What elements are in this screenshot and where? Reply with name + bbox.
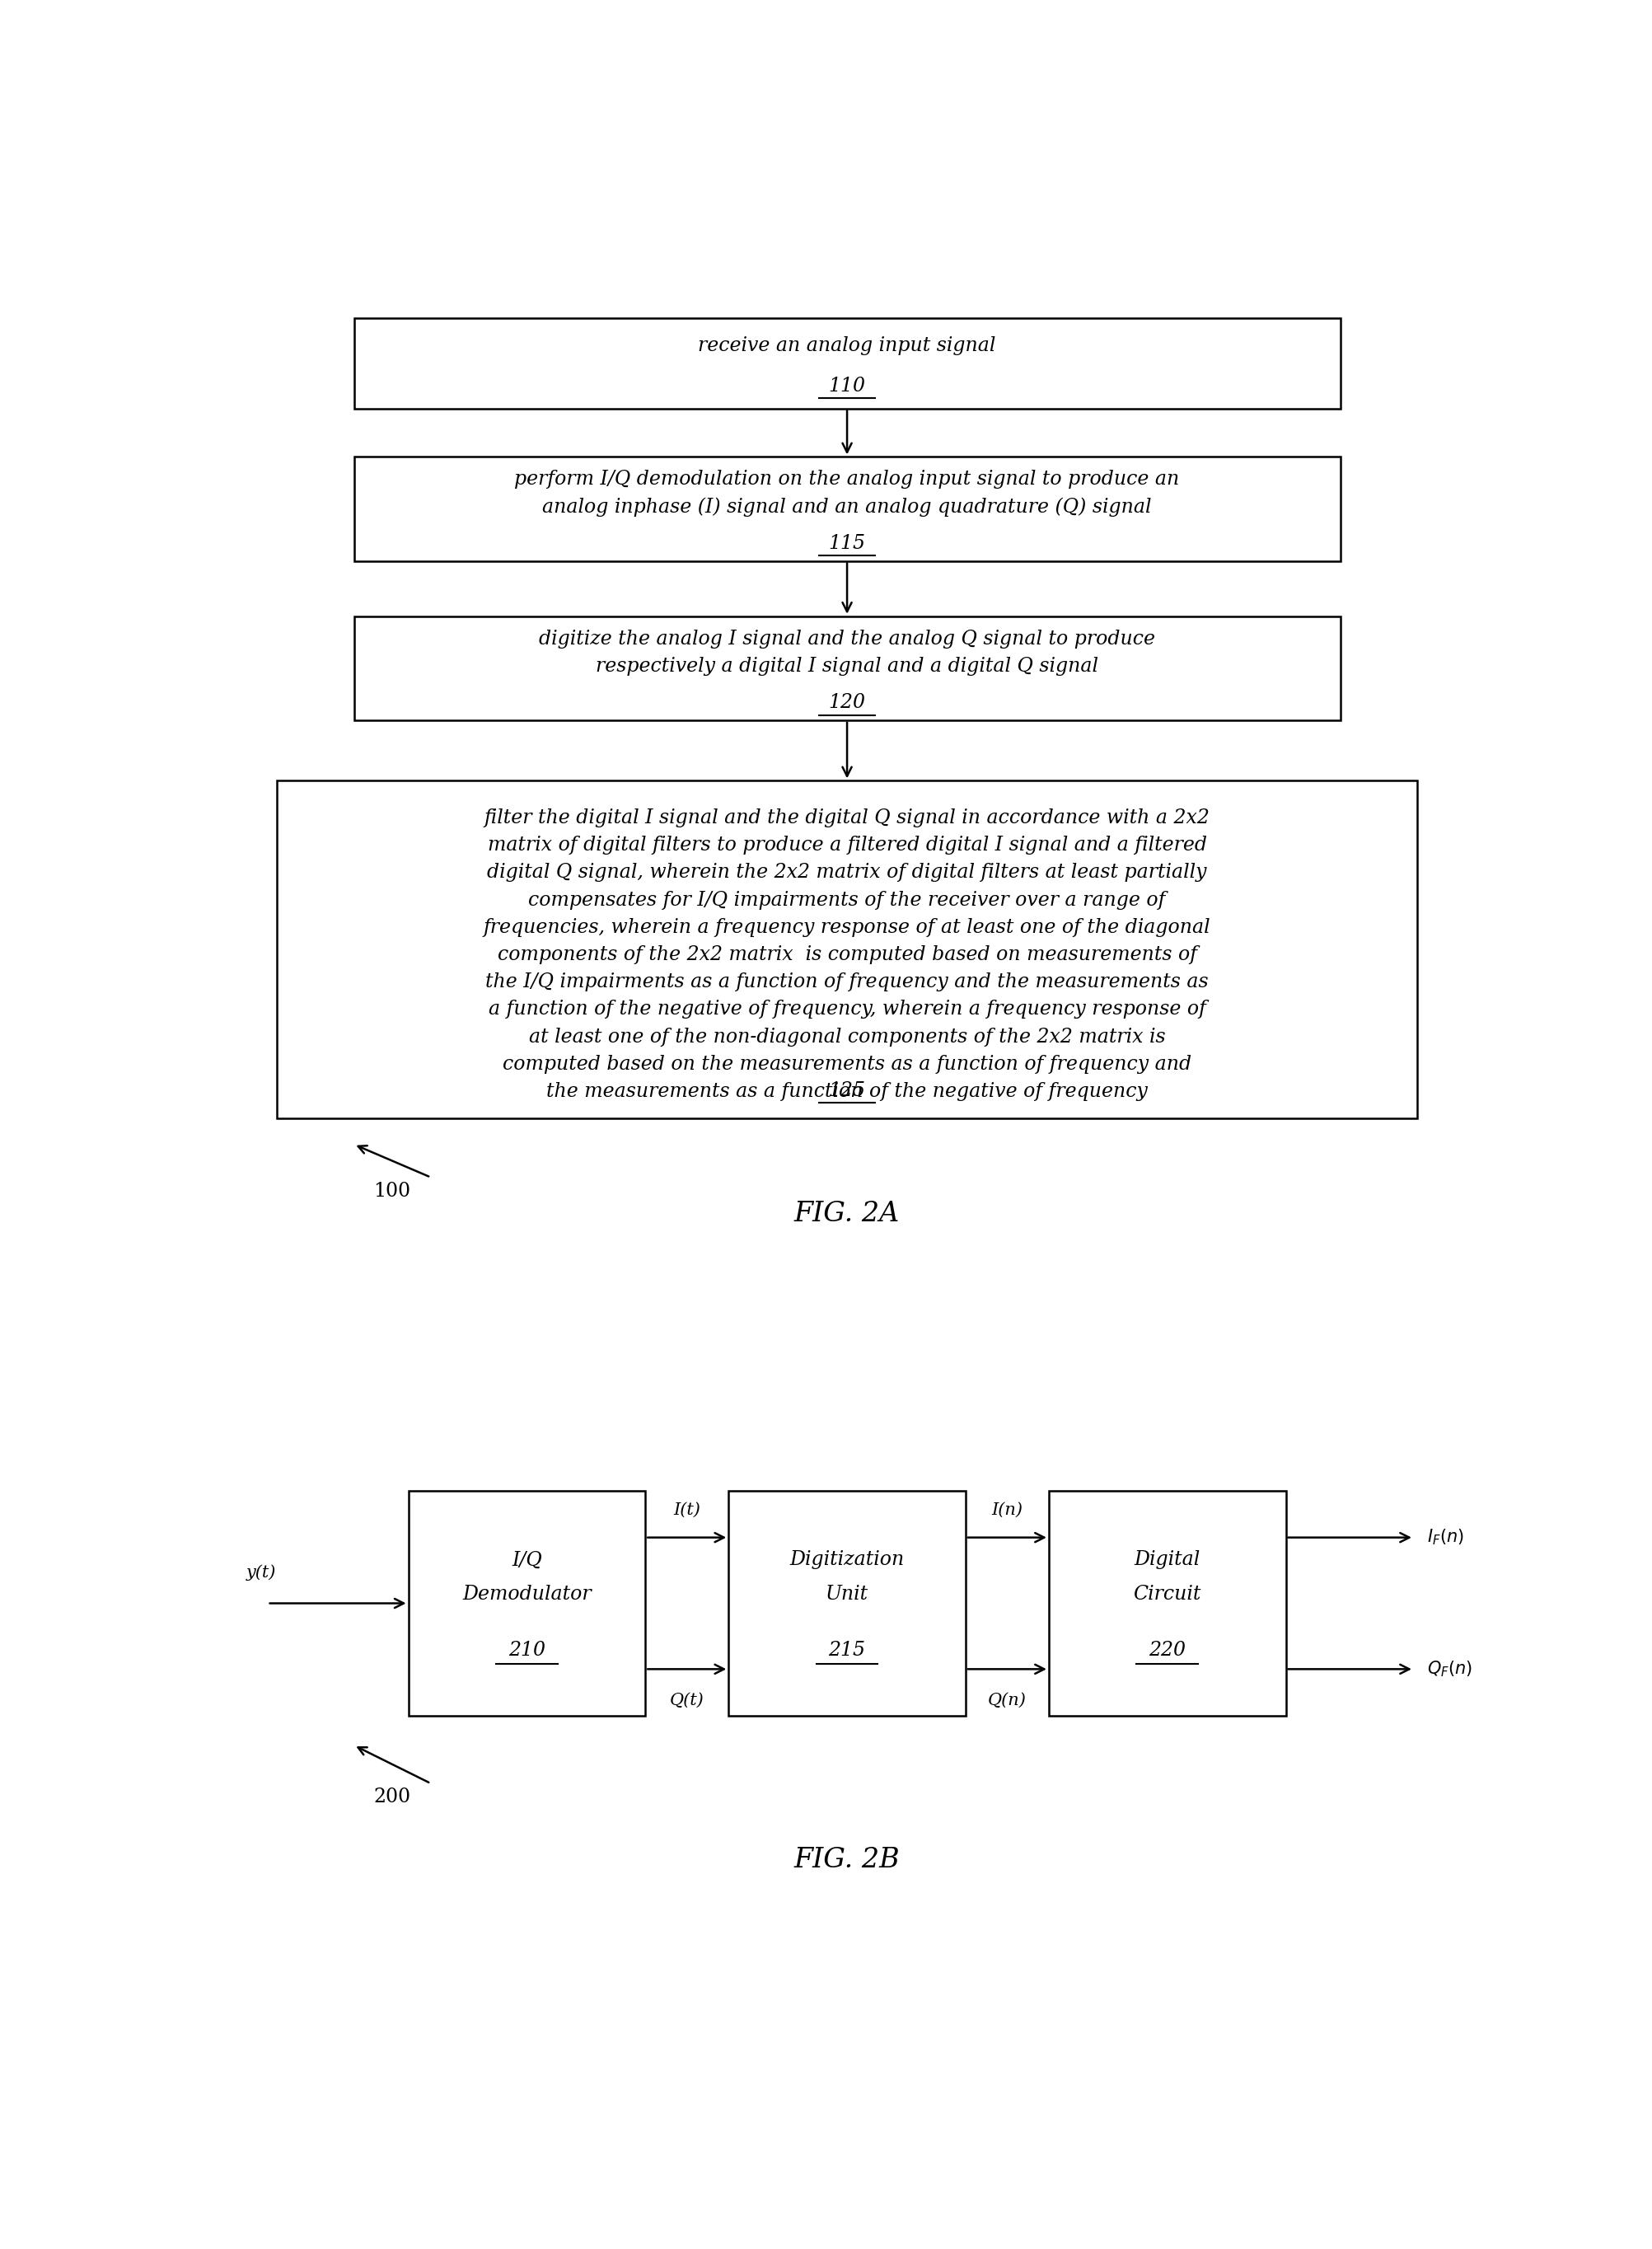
Text: Digital: Digital [1133,1550,1199,1570]
Bar [729,1491,965,1716]
Text: computed based on the measurements as a function of frequency and: computed based on the measurements as a … [502,1055,1191,1073]
Text: the measurements as a function of the negative of frequency: the measurements as a function of the ne… [547,1082,1146,1102]
Text: 115: 115 [828,533,866,553]
Text: components of the 2x2 matrix  is computed based on measurements of: components of the 2x2 matrix is computed… [497,945,1196,965]
Text: I(n): I(n) [991,1502,1023,1518]
Bar [408,1491,644,1716]
Text: 200: 200 [373,1788,411,1806]
Text: 120: 120 [828,693,866,713]
Text: 220: 220 [1148,1640,1184,1660]
Text: digitize the analog I signal and the analog Q signal to produce: digitize the analog I signal and the ana… [539,630,1155,648]
Text: compensates for I/Q impairments of the receiver over a range of: compensates for I/Q impairments of the r… [529,891,1165,909]
Text: a function of the negative of frequency, wherein a frequency response of: a function of the negative of frequency,… [487,1001,1206,1019]
Bar [354,616,1340,720]
Bar [354,457,1340,560]
Text: matrix of digital filters to produce a filtered digital I signal and a filtered: matrix of digital filters to produce a f… [487,837,1206,855]
Text: Unit: Unit [826,1586,867,1604]
Text: frequencies, wherein a frequency response of at least one of the diagonal: frequencies, wherein a frequency respons… [484,918,1209,938]
Text: Demodulator: Demodulator [463,1586,591,1604]
Text: digital Q signal, wherein the 2x2 matrix of digital filters at least partially: digital Q signal, wherein the 2x2 matrix… [487,864,1206,882]
Text: I/Q: I/Q [512,1550,542,1570]
Text: 210: 210 [509,1640,545,1660]
Bar [278,780,1416,1118]
Text: Digitization: Digitization [790,1550,904,1570]
Text: $I_F(n)$: $I_F(n)$ [1426,1527,1464,1547]
Text: 215: 215 [828,1640,866,1660]
Text: 125: 125 [828,1082,866,1100]
Text: receive an analog input signal: receive an analog input signal [697,337,996,355]
Bar [354,319,1340,409]
Bar [1049,1491,1285,1716]
Text: 110: 110 [828,376,866,396]
Text: $Q_F(n)$: $Q_F(n)$ [1426,1660,1472,1678]
Text: Q(n): Q(n) [988,1693,1026,1709]
Text: Q(t): Q(t) [669,1693,704,1709]
Text: perform I/Q demodulation on the analog input signal to produce an: perform I/Q demodulation on the analog i… [514,470,1180,488]
Text: 100: 100 [373,1181,411,1201]
Text: analog inphase (I) signal and an analog quadrature (Q) signal: analog inphase (I) signal and an analog … [542,497,1151,517]
Text: at least one of the non-diagonal components of the 2x2 matrix is: at least one of the non-diagonal compone… [529,1028,1165,1046]
Text: respectively a digital I signal and a digital Q signal: respectively a digital I signal and a di… [595,657,1099,677]
Text: y(t): y(t) [246,1563,276,1581]
Text: the I/Q impairments as a function of frequency and the measurements as: the I/Q impairments as a function of fre… [486,972,1208,992]
Text: I(t): I(t) [672,1502,700,1518]
Text: FIG. 2B: FIG. 2B [793,1846,900,1873]
Text: FIG. 2A: FIG. 2A [795,1201,899,1228]
Text: filter the digital I signal and the digital Q signal in accordance with a 2x2: filter the digital I signal and the digi… [484,807,1209,828]
Text: Circuit: Circuit [1133,1586,1201,1604]
